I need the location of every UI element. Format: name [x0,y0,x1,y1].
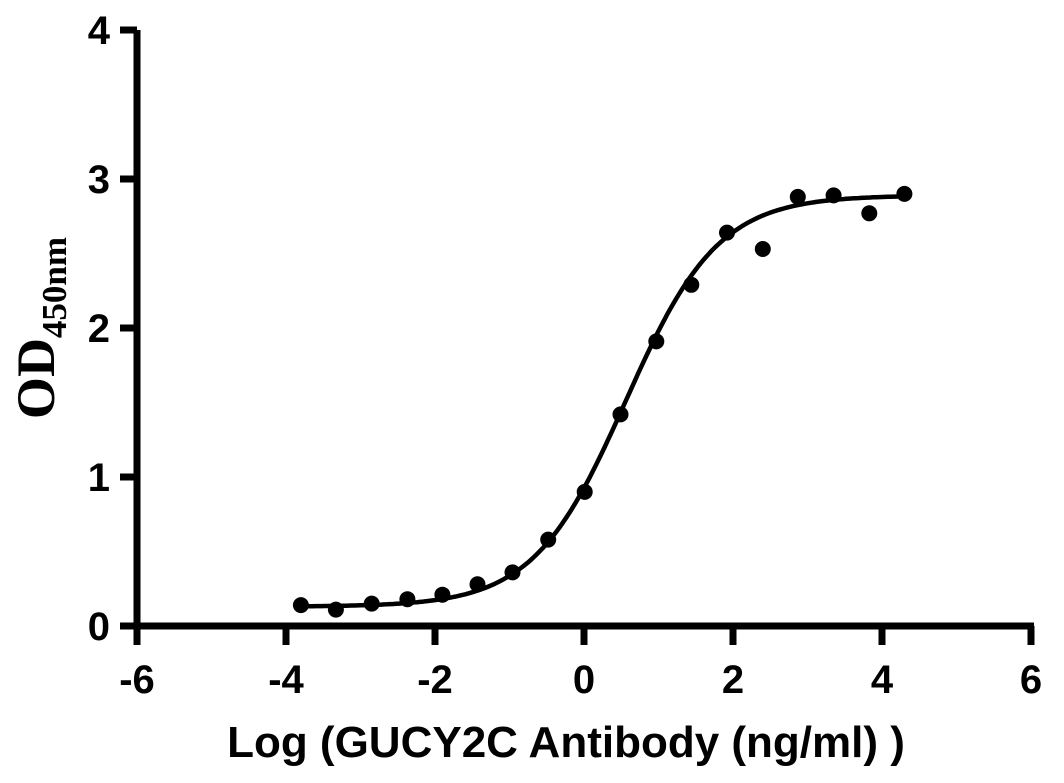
data-point [434,586,451,603]
data-point [754,241,771,257]
y-tick-label: 3 [88,158,110,202]
x-tick-label: 6 [1020,658,1042,702]
y-axis-title-subscript: 450nm [35,237,74,338]
data-point [719,224,735,241]
data-point [612,406,629,423]
data-point [540,531,557,548]
data-point [399,591,416,608]
data-point [363,595,380,612]
x-axis-title: Log (GUCY2C Antibody (ng/ml) ) [227,718,905,767]
data-point [896,185,913,202]
axis-labels: 0 1 2 3 4 -6 -4 -2 0 2 4 6 Log (GUCY2C Antibody (ng/… [6,9,1042,767]
data-point [683,276,700,293]
y-tick-label: 0 [88,605,110,649]
data-point [504,564,521,581]
data-point [789,188,806,205]
fit-curve [298,194,900,609]
data-point [327,601,344,618]
data-point [825,187,842,204]
data-point [861,205,878,222]
x-tick-label: -4 [268,658,304,702]
data-points [292,185,913,618]
data-point [469,576,486,593]
y-axis-title: OD450nm [6,237,74,419]
data-point [648,333,665,350]
y-tick-label: 2 [88,307,110,351]
x-tick-label: -6 [119,658,155,702]
y-tick-label: 1 [88,456,110,500]
y-axis-title-main: OD [6,338,66,419]
x-tick-label: -2 [417,658,453,702]
x-tick-label: 0 [573,658,595,702]
x-tick-label: 2 [722,658,744,702]
axes [120,26,1035,645]
data-point [576,483,593,500]
x-tick-label: 4 [871,658,894,702]
data-point [292,597,309,614]
y-tick-label: 4 [88,9,111,53]
